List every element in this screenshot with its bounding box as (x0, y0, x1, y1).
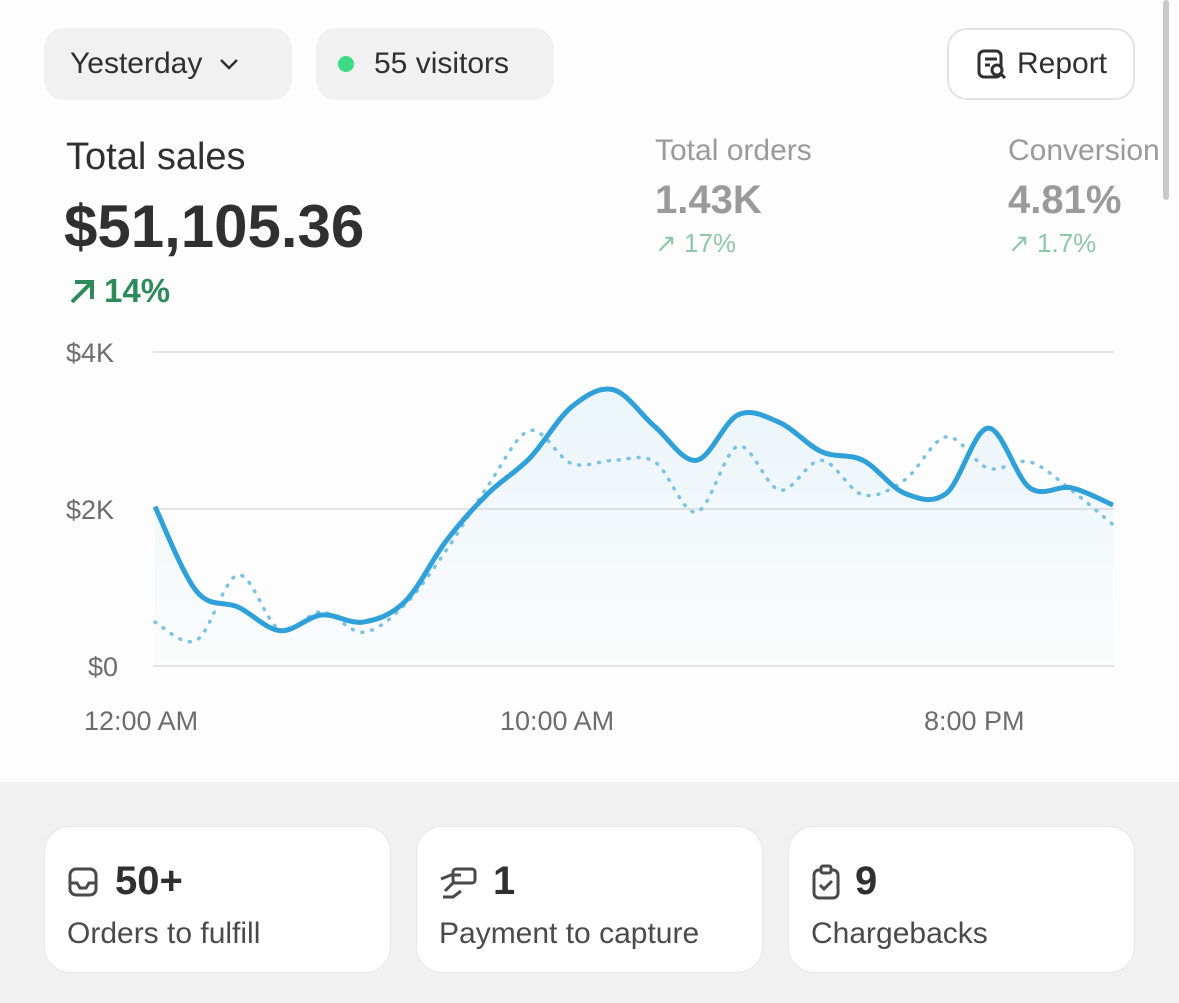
sales-chart (152, 351, 1115, 667)
conversion-value: 4.81% (1008, 178, 1122, 222)
date-filter-label: Yesterday (70, 47, 203, 80)
arrow-up-right-icon: ↗ (1008, 228, 1038, 258)
orders-to-fulfill-count: 50+ (115, 859, 183, 903)
payment-to-capture-label: Payment to capture (439, 917, 700, 950)
total-sales-value: $51,105.36 (64, 193, 365, 260)
hand-card-icon (440, 867, 477, 898)
conversion-delta: ↗ 1.7% (1008, 228, 1096, 259)
conversion-delta-value: 1.7% (1037, 228, 1097, 258)
date-filter-button[interactable]: Yesterday (44, 28, 292, 100)
y-tick-label: $2K (66, 495, 115, 525)
payment-to-capture-card[interactable]: 1 Payment to capture (416, 826, 763, 973)
total-orders-delta-value: 17% (684, 228, 737, 258)
arrow-up-right-icon: ↗ (655, 228, 685, 258)
visitors-count: 55 visitors (374, 47, 510, 80)
arrow-up-right-icon (70, 280, 94, 304)
total-sales-delta-value: 14% (104, 272, 171, 309)
total-sales-delta: 14% (66, 272, 170, 310)
series-area (155, 389, 1113, 666)
total-orders-delta: ↗ 17% (655, 228, 736, 259)
live-dot-icon (338, 56, 354, 72)
report-search-icon (977, 49, 1007, 80)
chevron-down-icon (220, 59, 239, 70)
report-label: Report (1016, 47, 1108, 80)
total-orders-label: Total orders (655, 134, 812, 167)
report-button[interactable]: Report (947, 28, 1135, 100)
inbox-icon (68, 867, 98, 896)
x-tick-label: 10:00 AM (500, 706, 615, 736)
chargebacks-label: Chargebacks (811, 917, 988, 950)
conversion-label: Conversion (1008, 134, 1160, 167)
chargebacks-count: 9 (855, 859, 878, 903)
clipboard-check-icon (812, 864, 840, 899)
chargebacks-card[interactable]: 9 Chargebacks (788, 826, 1135, 973)
x-tick-label: 12:00 AM (84, 706, 199, 736)
y-tick-label: $0 (88, 652, 119, 682)
total-orders-value: 1.43K (655, 178, 762, 222)
orders-to-fulfill-label: Orders to fulfill (67, 917, 261, 950)
payment-to-capture-count: 1 (493, 859, 516, 903)
orders-to-fulfill-card[interactable]: 50+ Orders to fulfill (44, 826, 391, 973)
sales-series-line (152, 386, 1115, 634)
x-tick-label: 8:00 PM (924, 706, 1025, 736)
y-tick-label: $4K (66, 338, 115, 368)
scrollbar[interactable] (1163, 0, 1169, 200)
live-visitors-button[interactable]: 55 visitors (316, 28, 554, 100)
total-sales-label: Total sales (66, 136, 246, 178)
